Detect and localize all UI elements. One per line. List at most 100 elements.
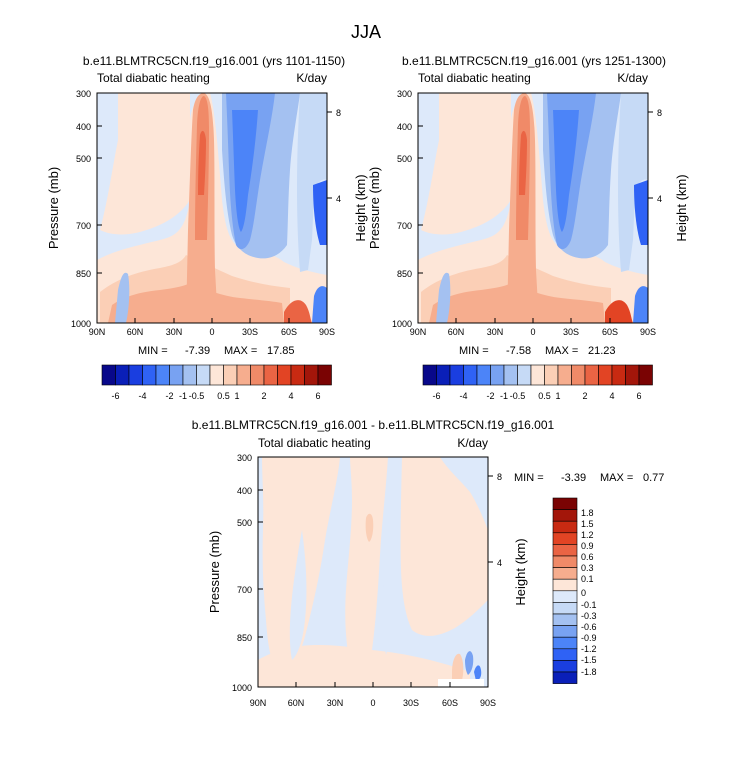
warm-spot-south [452,653,464,680]
panel-1-max-value: 17.85 [267,345,295,357]
panel-1-ytick-850: 850 [76,269,91,279]
cool-tongue-left [115,272,130,323]
cool-strip-1 [289,530,307,660]
panel-2-xtick-90s: 90S [640,327,656,337]
colorbar-box [552,532,578,545]
warm-south-pole-spot [284,300,312,323]
colorbar-box [128,364,143,386]
colorbar-box [490,364,505,386]
panel-1-title: b.e11.BLMTRC5CN.f19_g16.001 (yrs 1101-11… [83,54,345,68]
colorbar-box [155,364,170,386]
colorbar-box [552,544,578,557]
panel-3-min-value: -3.39 [561,472,586,484]
warm-region-right [400,457,488,636]
colorbar-box [552,509,578,522]
panel-3-ylabel: Pressure (mb) [207,531,222,613]
panel-3-field [257,456,489,688]
colorbar-box [557,364,572,386]
panel-1-colorbar-labels: -6 -4 -2 -1 -0.5 0.5 1 2 4 6 [111,391,320,401]
panel-3-ytick-1000: 1000 [232,683,252,693]
colorbar-box [142,364,157,386]
panel-2-colorbar-boxes [422,364,653,386]
cb1-label-3: -1 [179,391,187,401]
cb2-label-1: -4 [459,391,467,401]
panel-1-ytick-1000: 1000 [71,319,91,329]
colorbar-box [463,364,478,386]
panel-3-y2label: Height (km) [513,538,528,605]
cb2-label-3: -1 [500,391,508,401]
cb3-label-3: 0.9 [581,541,594,551]
colorbar-box [552,578,578,592]
panel-2-axes: Pressure (mb) Height (km) 300 400 500 70… [367,89,689,337]
cb1-label-7: 2 [261,391,266,401]
panel-3-xtick-60n: 60N [288,698,305,708]
panel-1-xtick-90n: 90N [89,327,106,337]
warm-region-center [345,457,388,673]
panel-3-colorbar-boxes [552,497,578,684]
panel-2-xtick-30n: 30N [487,327,504,337]
panel-1-colorbar-boxes [101,364,332,386]
panel-2-y2tick-8: 8 [657,108,662,118]
panel-3-ytick-400: 400 [237,486,252,496]
panel-2-max-label: MAX = [545,345,578,357]
panel-3-xtick-60s: 60S [442,698,458,708]
panel-3-max-label: MAX = [600,472,633,484]
panel-1-xtick-60s: 60S [281,327,297,337]
colorbar-box [517,364,532,386]
panel-1-colorbar: -6 -4 -2 -1 -0.5 0.5 1 2 4 6 [101,364,332,401]
panel-1-xtick-0: 0 [209,327,214,337]
cool-south-pole-spot [633,286,648,323]
cb1-label-6: 1 [234,391,239,401]
cool-south-pole-spot [312,286,327,323]
cool-strip-2 [382,470,396,655]
panel-1-min-value: -7.39 [185,345,210,357]
colorbar-box [277,364,292,386]
panel-2-y2label: Height (km) [674,174,689,241]
warm-region-lower [258,645,470,687]
panel-2-y2tick-4: 4 [657,194,662,204]
colorbar-box [236,364,251,386]
cb1-label-0: -6 [111,391,119,401]
colorbar-box [169,364,184,386]
panel-1-xtick-90s: 90S [319,327,335,337]
colorbar-box [250,364,265,386]
panel-3-xtick-0: 0 [370,698,375,708]
panel-3-ytick-marks [258,456,493,638]
cb1-label-1: -4 [138,391,146,401]
panel-2-ytick-marks [418,92,653,274]
cb1-label-4: -0.5 [189,391,205,401]
panel-2-left-label: Total diabatic heating [418,71,531,85]
cb3-label-11: -0.9 [581,633,597,643]
colorbar-box [552,625,578,638]
panel-2-ytick-400: 400 [397,122,412,132]
cb2-label-8: 4 [609,391,614,401]
panel-2-xtick-30s: 30S [563,327,579,337]
panel-3-right-label: K/day [457,436,488,450]
colorbar-box [598,364,613,386]
panel-1-right-label: K/day [296,71,327,85]
panel-1-y2tick-8: 8 [336,108,341,118]
panel-3-ytick-700: 700 [237,585,252,595]
cb1-label-5: 0.5 [217,391,230,401]
panel-3-min-label: MIN = [514,472,544,484]
cb3-label-0: 1.8 [581,508,594,518]
cb3-label-8: -0.1 [581,600,597,610]
panel-2-ytick-1000: 1000 [392,319,412,329]
colorbar-box [552,613,578,626]
cb1-label-9: 6 [315,391,320,401]
colorbar-box [263,364,278,386]
panel-2-ytick-300: 300 [397,89,412,99]
colorbar-box [552,590,578,603]
panel-2-xtick-60s: 60S [602,327,618,337]
panel-1-ytick-400: 400 [76,122,91,132]
cb2-label-5: 0.5 [538,391,551,401]
cb3-label-14: -1.8 [581,667,597,677]
cool-band-south-core [232,110,258,232]
panel-2-max-value: 21.23 [588,345,616,357]
cool-spot-south-1 [465,651,474,675]
cb3-label-2: 1.2 [581,530,594,540]
colorbar-box [625,364,640,386]
panel-3-xtick-90n: 90N [250,698,267,708]
panel-1: b.e11.BLMTRC5CN.f19_g16.001 (yrs 1101-11… [46,54,368,401]
panel-2-colorbar-labels: -6 -4 -2 -1 -0.5 0.5 1 2 4 6 [432,391,641,401]
